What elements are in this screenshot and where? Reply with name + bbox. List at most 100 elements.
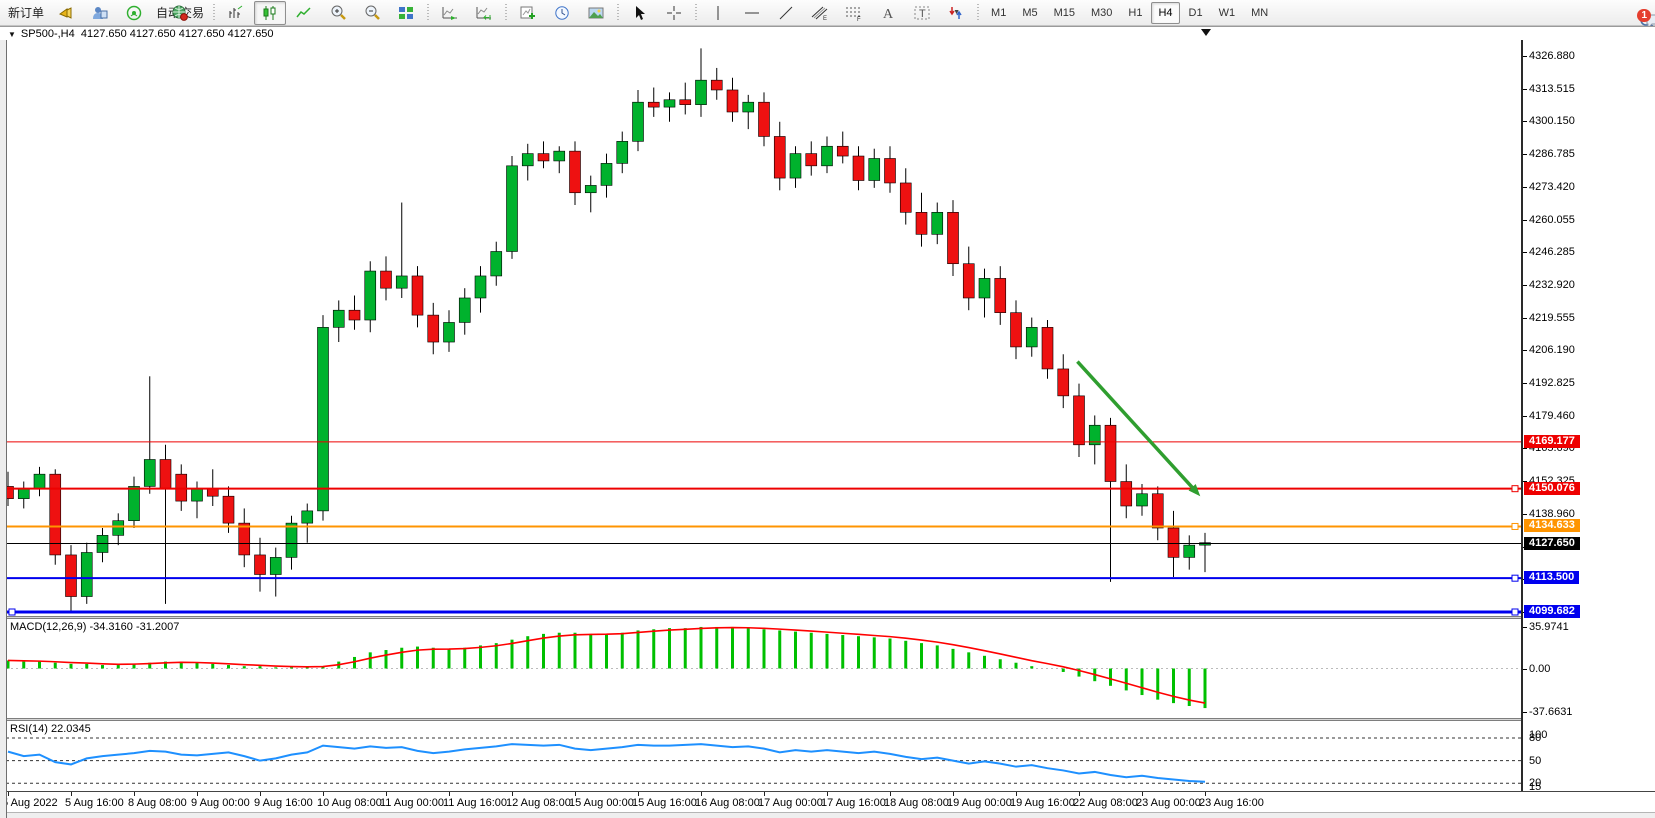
trendline-icon: [779, 6, 793, 19]
candle-body: [789, 153, 802, 179]
time-axis-label: 17 Aug 00:00: [758, 797, 823, 809]
shapes-button[interactable]: ▼: [940, 1, 972, 25]
timeframe-m5[interactable]: M5: [1022, 6, 1038, 19]
zoom-in-icon: [331, 5, 346, 20]
vertical-line-icon[interactable]: [702, 1, 734, 25]
time-axis-tick: [386, 792, 387, 796]
timeframe-h1[interactable]: H1: [1128, 6, 1143, 19]
auto-scroll-icon: [442, 6, 458, 20]
candle-body: [128, 486, 140, 521]
time-axis-tick: [1079, 792, 1080, 796]
time-axis-tick: [1016, 792, 1017, 796]
tile-windows-icon: [399, 6, 414, 19]
horizontal-line-icon[interactable]: [736, 1, 768, 25]
rsi-axis-label: 15: [1529, 781, 1542, 793]
auto-scroll-icon[interactable]: [434, 1, 466, 25]
time-axis-tick: [638, 792, 639, 796]
rsi-axis-label: 20: [1529, 777, 1542, 790]
time-axis[interactable]: 5 Aug 2022 5 Aug 16:00 8 Aug 08:00 9 Aug 00…: [0, 791, 1655, 813]
candlestick-icon[interactable]: [254, 0, 287, 25]
candle-body: [490, 251, 503, 277]
price-axis-label: 4313.515: [1529, 82, 1575, 95]
zoom-out-icon[interactable]: [356, 1, 388, 25]
candle-body: [1057, 368, 1070, 397]
candle-body: [175, 473, 188, 502]
candle-body: [285, 522, 298, 558]
line-chart-icon[interactable]: [288, 1, 320, 25]
panel-splitter[interactable]: [0, 616, 1655, 619]
template-button[interactable]: ▼: [580, 1, 612, 25]
price-level-badge: 4169.177: [1524, 434, 1580, 448]
price-scale-column[interactable]: 4326.880 4313.515 4300.150 4286.785 4273.420…: [1523, 40, 1655, 793]
cursor-icon[interactable]: [624, 1, 656, 25]
rsi-line: [7, 743, 1206, 783]
time-axis-label: 19 Aug 16:00: [1010, 797, 1075, 809]
timeframe-h4[interactable]: H4: [1151, 1, 1180, 24]
candle-body: [474, 275, 487, 299]
time-axis-tick: [260, 792, 261, 796]
candle-body: [17, 488, 30, 499]
zoom-in-icon[interactable]: [322, 1, 354, 25]
channel-icon[interactable]: E: [804, 1, 836, 25]
trendline-icon[interactable]: [770, 1, 802, 25]
candle-body: [1151, 493, 1164, 529]
candle-body: [962, 263, 975, 299]
panel-splitter[interactable]: [0, 718, 1655, 721]
axis-tick: [1523, 219, 1527, 221]
new-chart-button[interactable]: ▼: [512, 1, 544, 25]
text-icon[interactable]: A: [872, 1, 904, 25]
time-axis-tick: [827, 792, 828, 796]
candle-body: [427, 314, 440, 343]
chart-shift-icon: [476, 6, 492, 20]
axis-tick: [1523, 350, 1527, 352]
candle-body: [364, 270, 377, 321]
period-button[interactable]: ▼: [546, 1, 578, 25]
chevron-down-icon: ▼: [953, 9, 960, 16]
fibonacci-icon[interactable]: F: [838, 1, 870, 25]
time-axis-label: 15 Aug 00:00: [569, 797, 634, 809]
axis-tick: [1523, 186, 1527, 188]
alert-icon[interactable]: [50, 1, 82, 25]
macd-panel-canvas[interactable]: [6, 619, 1522, 718]
label-icon[interactable]: T: [906, 1, 938, 25]
svg-text:A: A: [883, 7, 894, 21]
label-icon: T: [914, 6, 930, 20]
period-clock-icon: [555, 5, 569, 20]
timeframe-m15[interactable]: M15: [1053, 6, 1075, 19]
rsi-axis-label: 100: [1529, 729, 1548, 741]
timeframe-m30[interactable]: M30: [1091, 6, 1113, 19]
time-axis-label: 15 Aug 16:00: [632, 797, 697, 809]
candle-body: [1088, 424, 1101, 446]
new-chart-icon: [520, 6, 536, 19]
timeframe-w1[interactable]: W1: [1218, 6, 1236, 19]
price-axis-label: 4260.055: [1529, 213, 1575, 226]
chart-shift-icon[interactable]: [468, 1, 500, 25]
timeframe-m1[interactable]: M1: [991, 6, 1007, 19]
candle-body: [1041, 327, 1054, 370]
time-axis-label: 11 Aug 00:00: [380, 797, 445, 809]
candle-body: [537, 153, 550, 162]
market-watch-icon[interactable]: [84, 1, 116, 25]
candlestick-icon: [263, 5, 276, 20]
autotrade-button[interactable]: 自动交易: [152, 1, 208, 25]
time-axis-label: 22 Aug 08:00: [1073, 797, 1138, 809]
rsi-panel-canvas[interactable]: [6, 721, 1522, 791]
price-axis-label: 4232.920: [1529, 278, 1575, 291]
price-chart-canvas[interactable]: [6, 40, 1522, 616]
new-order-button[interactable]: 新订单: [4, 1, 48, 25]
tile-windows-icon[interactable]: [390, 1, 422, 25]
timeframe-d1[interactable]: D1: [1188, 6, 1203, 19]
candle-body: [458, 297, 471, 323]
bar-chart-icon[interactable]: [220, 1, 252, 25]
line-handle: [1511, 485, 1519, 493]
price-axis-label: 4179.460: [1529, 409, 1575, 422]
time-axis-label: 11 Aug 16:00: [443, 797, 508, 809]
chevron-down-icon[interactable]: ▼: [8, 29, 16, 39]
line-handle: [8, 608, 16, 616]
signal-icon[interactable]: [118, 1, 150, 25]
crosshair-icon[interactable]: [658, 1, 690, 25]
timeframe-mn[interactable]: MN: [1251, 6, 1269, 19]
time-axis-label: 9 Aug 00:00: [191, 797, 250, 809]
candle-body: [915, 212, 928, 235]
